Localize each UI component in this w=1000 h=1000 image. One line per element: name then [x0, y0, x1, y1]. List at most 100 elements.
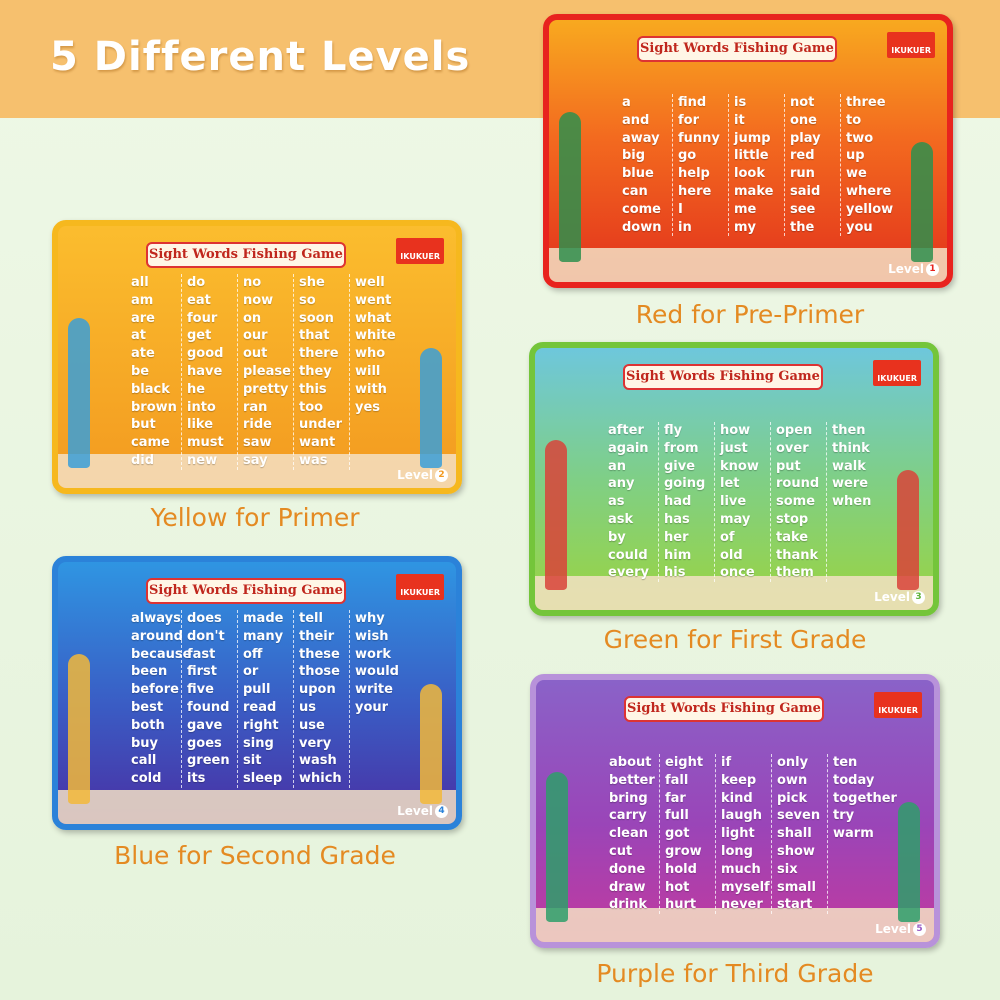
word-column: then think walk were when	[826, 422, 882, 583]
sight-word: which	[299, 771, 342, 787]
sight-word: buy	[131, 735, 159, 751]
sight-word: of	[720, 529, 735, 545]
sight-word: once	[720, 565, 755, 581]
sight-word: get	[187, 328, 212, 344]
card-caption: Red for Pre-Primer	[635, 300, 865, 329]
sight-word: call	[131, 753, 157, 769]
sight-word: out	[243, 346, 268, 362]
level-badge: Level 3	[874, 590, 925, 604]
level-number: 1	[926, 262, 939, 276]
sight-word: black	[131, 381, 170, 397]
sight-word: in	[678, 219, 692, 235]
level-badge: Level 4	[397, 804, 448, 818]
sight-word: don't	[187, 628, 225, 644]
sight-word: it	[734, 112, 745, 128]
sand	[58, 790, 456, 824]
level-label: Level	[875, 922, 911, 936]
word-columns: after again an any as ask by could every fly from g…	[603, 422, 882, 583]
sight-word: walk	[832, 458, 866, 474]
sight-word: some	[776, 494, 816, 510]
sight-word: wish	[355, 628, 389, 644]
sight-word: away	[622, 130, 660, 146]
sight-word: full	[665, 808, 689, 824]
sight-word: fast	[187, 646, 216, 662]
sight-word: too	[299, 399, 324, 415]
sight-word: came	[131, 435, 170, 451]
sight-word: could	[608, 547, 648, 563]
sight-word: then	[832, 423, 866, 438]
sight-word: small	[777, 879, 816, 895]
sight-word: when	[832, 494, 872, 510]
sight-word: any	[608, 476, 635, 492]
sight-word: have	[187, 363, 223, 379]
sight-word: went	[355, 292, 392, 308]
word-columns: about better bring carry clean cut done draw dri…	[604, 754, 897, 915]
sight-word: and	[622, 112, 650, 128]
sight-word: hold	[665, 861, 697, 877]
word-column: only own pick seven shall show six small start	[771, 754, 827, 915]
word-column: why wish work would write your	[349, 610, 405, 788]
word-column: well went what white who will with yes	[349, 274, 405, 470]
sight-word: new	[187, 452, 218, 468]
card-title: Sight Words Fishing Game	[624, 696, 824, 722]
coral	[898, 802, 920, 922]
level-badge: Level 1	[888, 262, 939, 276]
sight-word: how	[720, 423, 751, 438]
sight-word: will	[355, 363, 381, 379]
sand	[535, 576, 933, 610]
sand	[549, 248, 947, 282]
level-badge: Level 5	[875, 922, 926, 936]
word-column: no now on our out please pretty ran ride saw say	[237, 274, 293, 470]
sight-word: seven	[777, 808, 821, 824]
sight-word: put	[776, 458, 801, 474]
sight-word: eight	[665, 755, 704, 770]
sight-word: made	[243, 611, 284, 626]
sight-word: please	[243, 363, 291, 379]
sight-word: us	[299, 699, 316, 715]
sight-word: got	[665, 826, 690, 842]
word-column: not one play red run said see the	[784, 94, 840, 237]
sight-word: but	[131, 417, 156, 433]
sight-word: well	[355, 275, 385, 290]
sight-word: tell	[299, 611, 323, 626]
sight-word: think	[832, 440, 870, 456]
brand-logo: IKUKUER	[887, 32, 935, 58]
sight-word: eat	[187, 292, 211, 308]
sight-word: keep	[721, 772, 757, 788]
word-column: ten today together try warm	[827, 754, 897, 915]
sight-word: so	[299, 292, 316, 308]
sight-word: about	[609, 755, 652, 770]
card-title: Sight Words Fishing Game	[623, 364, 823, 390]
sight-word: four	[187, 310, 218, 326]
sight-word: live	[720, 494, 747, 510]
word-column: tell their these those upon us use very wash whic…	[293, 610, 349, 788]
sight-word: those	[299, 664, 340, 680]
sight-word: warm	[833, 826, 874, 842]
sight-word: is	[734, 95, 747, 110]
sight-word: long	[721, 843, 753, 859]
sight-word: use	[299, 717, 325, 733]
sight-word: at	[131, 328, 146, 344]
sight-word: soon	[299, 310, 334, 326]
word-column: how just know let live may of old once	[714, 422, 770, 583]
word-column: made many off or pull read right sing sit sleep	[237, 610, 293, 788]
sight-word: all	[131, 275, 149, 290]
sight-word: upon	[299, 682, 336, 698]
word-column: is it jump little look make me my	[728, 94, 784, 237]
sight-word: draw	[609, 879, 646, 895]
seaweed	[559, 112, 581, 262]
sight-word: play	[790, 130, 821, 146]
sight-word: said	[790, 183, 821, 199]
sight-word: five	[187, 682, 214, 698]
brand-logo: IKUKUER	[873, 360, 921, 386]
sight-word: big	[622, 148, 646, 164]
sight-word: his	[664, 565, 686, 581]
sight-word: your	[355, 699, 389, 715]
sight-word: right	[243, 717, 279, 733]
sight-word: sit	[243, 753, 262, 769]
sight-word: ran	[243, 399, 268, 415]
sight-word: must	[187, 435, 224, 451]
sight-word: ask	[608, 511, 634, 527]
sight-word: no	[243, 275, 262, 290]
sight-word: here	[678, 183, 712, 199]
